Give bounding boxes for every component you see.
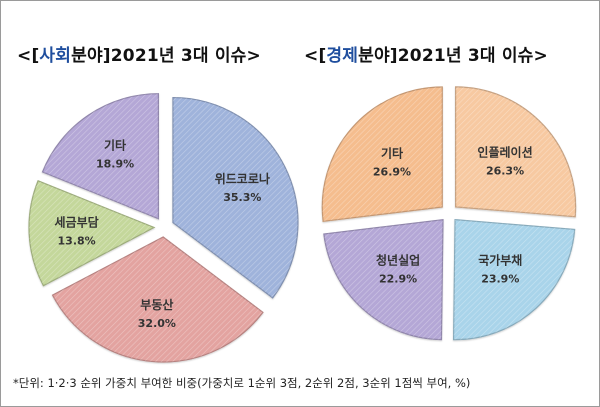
economic-title-highlight: 경제	[326, 46, 359, 66]
social-slice-3-value: 13.8%	[58, 234, 96, 247]
social-title-prefix: <[	[17, 46, 40, 66]
social-slice-3-texture	[29, 180, 155, 286]
social-title-rest: 분야]2021년 3대 이슈>	[71, 46, 261, 66]
social-slice-2-label: 부동산	[140, 297, 173, 312]
social-title-highlight: 사회	[39, 46, 72, 66]
economic-pie: 인플레이션 26.3% 국가부채 23.9% 청년실업 22.9% 기타 26.9%	[321, 86, 577, 341]
economic-slice-2-texture	[453, 219, 575, 340]
economic-slice-3-value: 22.9%	[379, 273, 417, 286]
economic-slice-1-value: 26.3%	[486, 164, 524, 177]
social-slice-4-texture	[42, 93, 159, 219]
economic-slice-4-value: 26.9%	[373, 165, 411, 178]
economic-slice-2-value: 23.9%	[481, 272, 519, 285]
social-slice-3-label: 세금부담	[55, 214, 99, 229]
economic-slice-4-texture	[322, 87, 443, 222]
social-slice-4-label: 기타	[104, 137, 126, 152]
social-slice-1-value: 35.3%	[223, 191, 261, 204]
economic-slice-3-label: 청년실업	[376, 253, 420, 268]
economic-slice-2-label: 국가부채	[478, 252, 522, 267]
economic-title-prefix: <[	[304, 46, 327, 66]
social-chart-title: <[사회분야]2021년 3대 이슈>	[17, 41, 261, 66]
social-slice-1-texture	[172, 97, 298, 298]
social-slice-2-value: 32.0%	[138, 317, 176, 330]
social-pie: 위드코로나 35.3% 부동산 32.0% 세금부담 13.8% 기타 18.9%	[28, 93, 299, 363]
economic-slice-1-texture	[455, 86, 576, 217]
economic-slice-1-label: 인플레이션	[477, 144, 532, 159]
economic-slice-3-texture	[323, 219, 443, 340]
economic-chart-title: <[경제분야]2021년 3대 이슈>	[304, 41, 548, 66]
social-slice-4-value: 18.9%	[96, 157, 134, 170]
social-slice-1-label: 위드코로나	[215, 171, 270, 186]
footnote: *단위: 1·2·3 순위 가중치 부여한 비중(가중치로 1순위 3점, 2순…	[13, 376, 471, 390]
social-slice-2-texture	[52, 236, 263, 362]
economic-title-rest: 분야]2021년 3대 이슈>	[358, 46, 548, 66]
economic-slice-4-label: 기타	[381, 145, 403, 160]
